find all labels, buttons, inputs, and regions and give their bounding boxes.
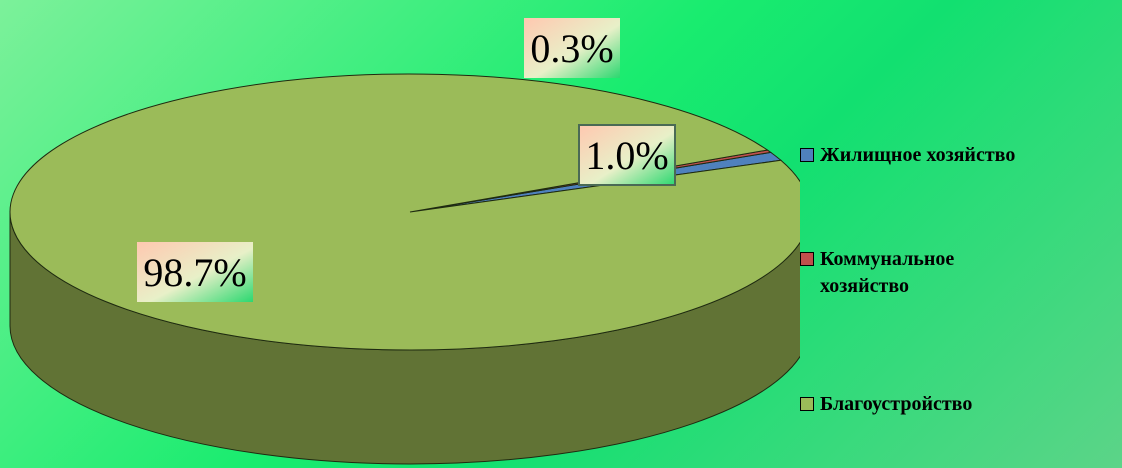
svg-text:0.3%: 0.3% <box>530 26 613 71</box>
legend-label-landscaping: Благоустройство <box>820 393 973 415</box>
pie-chart: 1.0% 0.3% 98.7% <box>9 18 800 465</box>
legend-item-communal: Коммунальное хозяйство <box>800 246 1020 300</box>
data-label-landscaping: 98.7% <box>137 242 253 302</box>
pie-slice-landscaping <box>9 73 800 351</box>
legend-swatch-housing <box>800 148 814 162</box>
legend-swatch-landscaping <box>800 397 814 411</box>
legend-label-housing: Жилищное хозяйство <box>820 144 1016 166</box>
legend-item-housing: Жилищное хозяйство <box>800 142 1060 169</box>
svg-text:98.7%: 98.7% <box>143 250 246 295</box>
data-label-housing: 1.0% <box>578 124 676 186</box>
data-label-communal: 0.3% <box>524 18 620 78</box>
chart-legend: Жилищное хозяйство Коммунальное хозяйств… <box>800 0 1120 468</box>
legend-swatch-communal <box>800 252 814 266</box>
legend-label-communal: Коммунальное хозяйство <box>820 248 955 297</box>
legend-item-landscaping: Благоустройство <box>800 391 1060 418</box>
svg-text:1.0%: 1.0% <box>585 133 668 178</box>
